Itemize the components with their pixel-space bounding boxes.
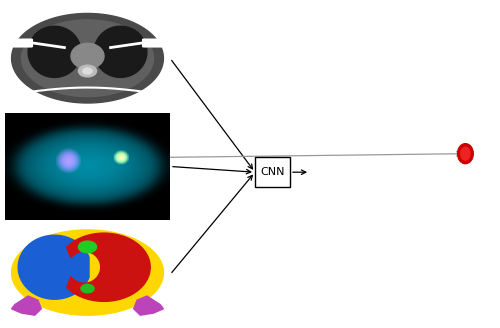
Polygon shape [134,296,164,315]
Polygon shape [28,26,81,77]
Polygon shape [22,20,154,96]
Circle shape [78,241,96,253]
Ellipse shape [461,147,470,160]
Ellipse shape [458,144,473,164]
Polygon shape [71,43,104,69]
Text: Organ mask: Organ mask [11,223,70,233]
Polygon shape [18,235,89,299]
FancyBboxPatch shape [10,38,33,48]
Circle shape [83,68,92,74]
Text: Tumor segmentation: Tumor segmentation [320,85,435,95]
Text: CNN: CNN [260,167,285,177]
Circle shape [78,65,96,77]
Text: CT: CT [11,7,24,16]
Polygon shape [66,233,150,301]
FancyBboxPatch shape [255,157,290,187]
Text: PET: PET [11,115,29,125]
Polygon shape [94,26,147,77]
Polygon shape [12,296,42,315]
Polygon shape [12,230,164,315]
Circle shape [81,284,94,293]
FancyBboxPatch shape [142,38,165,48]
Polygon shape [12,13,164,103]
